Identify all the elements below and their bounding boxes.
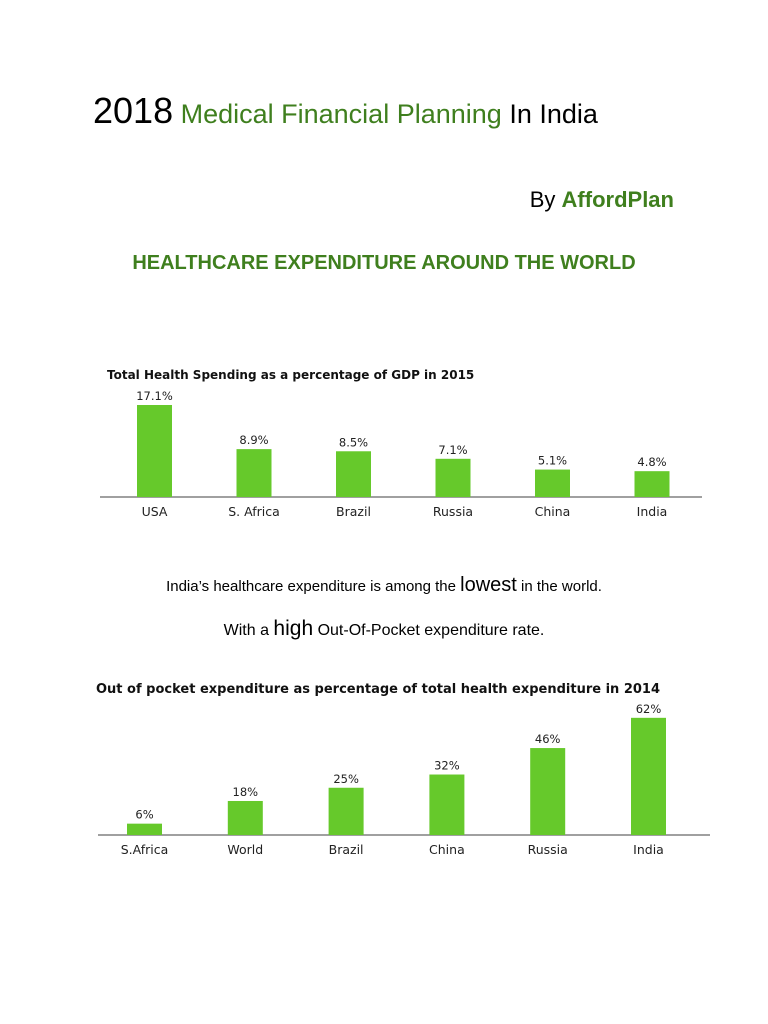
data-label: 18% bbox=[233, 785, 259, 799]
bar-usa bbox=[137, 405, 172, 497]
data-label: 7.1% bbox=[438, 443, 467, 457]
bar-safrica bbox=[127, 823, 162, 835]
title-rest: In India bbox=[509, 99, 598, 129]
document-title: 2018 Medical Financial Planning In India bbox=[93, 93, 653, 131]
data-label: 8.5% bbox=[339, 435, 368, 449]
category-label: Brazil bbox=[329, 842, 364, 857]
category-label: Brazil bbox=[336, 504, 371, 519]
p2-emph: high bbox=[273, 617, 314, 640]
bar-brazil bbox=[328, 787, 364, 835]
bar-brazil bbox=[336, 451, 371, 497]
bar-china bbox=[535, 469, 570, 497]
data-label: 6% bbox=[135, 808, 153, 822]
data-label: 46% bbox=[535, 732, 561, 746]
chart-title: Total Health Spending as a percentage of… bbox=[107, 368, 474, 382]
p2-before: With a bbox=[223, 622, 269, 639]
category-label: India bbox=[637, 504, 668, 519]
paragraph-lowest: India’s healthcare expenditure is among … bbox=[0, 574, 768, 597]
category-label: USA bbox=[142, 504, 168, 519]
bar-china bbox=[429, 774, 465, 835]
category-label: Russia bbox=[528, 842, 568, 857]
chart-health-spending: Total Health Spending as a percentage of… bbox=[100, 368, 702, 519]
byline-brand: AffordPlan bbox=[561, 187, 674, 212]
title-year: 2018 bbox=[93, 90, 174, 131]
data-label: 5.1% bbox=[538, 454, 567, 468]
category-label: Russia bbox=[433, 504, 473, 519]
data-label: 8.9% bbox=[239, 433, 268, 447]
section-heading: HEALTHCARE EXPENDITURE AROUND THE WORLD bbox=[132, 252, 636, 274]
byline-by: By bbox=[529, 187, 556, 212]
bar-russia bbox=[435, 458, 471, 497]
data-label: 17.1% bbox=[136, 389, 173, 403]
category-label: India bbox=[633, 842, 664, 857]
bar-safrica bbox=[236, 449, 272, 497]
data-label: 4.8% bbox=[637, 455, 666, 469]
category-label: China bbox=[429, 842, 465, 857]
paragraph-high: With a high Out-Of-Pocket expenditure ra… bbox=[0, 617, 768, 641]
chart-out-of-pocket: Out of pocket expenditure as percentage … bbox=[96, 682, 710, 857]
bar-world bbox=[227, 800, 263, 835]
category-label: S.Africa bbox=[121, 842, 169, 857]
bar-india bbox=[631, 717, 666, 835]
bar-india bbox=[634, 471, 670, 497]
title-highlight: Medical Financial Planning bbox=[180, 99, 502, 129]
p1-emph: lowest bbox=[460, 574, 517, 596]
byline: By AffordPlan bbox=[530, 187, 674, 213]
data-label: 62% bbox=[636, 702, 662, 716]
data-label: 32% bbox=[434, 759, 460, 773]
category-label: S. Africa bbox=[228, 504, 280, 519]
category-label: World bbox=[227, 842, 263, 857]
p1-before: India’s healthcare expenditure is among … bbox=[166, 578, 456, 595]
p1-after: in the world. bbox=[521, 578, 602, 595]
chart-title: Out of pocket expenditure as percentage … bbox=[96, 682, 660, 697]
p2-after: Out-Of-Pocket expenditure rate. bbox=[317, 622, 545, 639]
category-label: China bbox=[535, 504, 571, 519]
bar-russia bbox=[530, 748, 566, 835]
data-label: 25% bbox=[333, 772, 359, 786]
